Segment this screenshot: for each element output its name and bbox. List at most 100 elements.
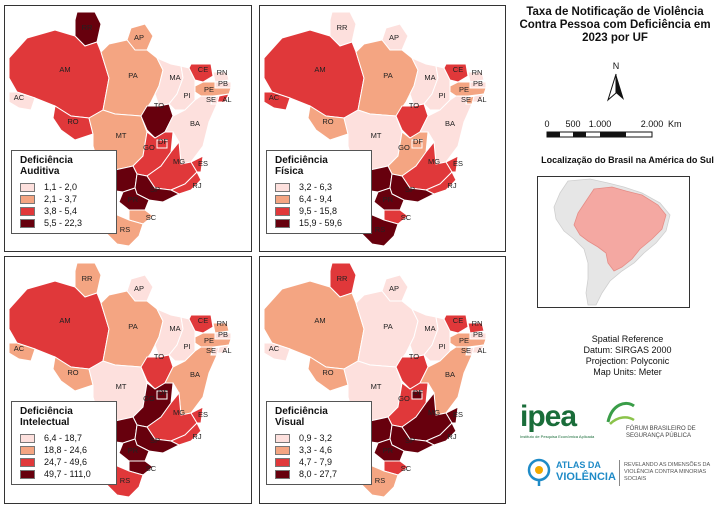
state-label-sc: SC (146, 213, 157, 222)
legend-item: 6,4 - 18,7 (20, 432, 110, 444)
state-label-es: ES (453, 410, 463, 419)
map-legend: Deficiência Visual 0,9 - 3,2 3,3 - 4,6 4,7 -… (266, 401, 372, 485)
state-label-es: ES (453, 159, 463, 168)
spatial-heading: Spatial Reference (591, 334, 664, 344)
legend-swatch (275, 469, 290, 479)
map-panel-visual: RR AP AM PA AC RO MT MA PI CE RN PB PE AL SE TO BA GO DF MG… (259, 256, 506, 504)
state-label-pr: PR (383, 446, 394, 455)
state-ba (419, 346, 473, 416)
legend-label: 5,5 - 22,3 (44, 218, 83, 228)
state-es (445, 406, 459, 424)
legend-item: 1,1 - 2,0 (20, 181, 110, 193)
state-label-pi: PI (438, 342, 445, 351)
state-label-sp: SP (150, 185, 160, 194)
state-label-am: AM (314, 316, 325, 325)
scale-tick-0: 0 (544, 119, 549, 129)
state-label-al: AL (222, 346, 231, 355)
state-label-se: SE (461, 95, 471, 104)
map-legend: Deficiência Intelectual 6,4 - 18,7 18,8 - 2… (11, 401, 117, 485)
legend-swatch (20, 445, 35, 455)
state-sc (128, 209, 154, 225)
state-label-mt: MT (116, 382, 127, 391)
state-label-ap: AP (389, 33, 399, 42)
state-label-rn: RN (217, 68, 228, 77)
map-panel-fisica: RR AP AM PA AC RO MT MA PI CE RN PB PE AL SE TO BA GO DF MG… (259, 5, 506, 252)
spatial-datum: Datum: SIRGAS 2000 (583, 345, 672, 355)
state-ac (8, 91, 36, 111)
map-title: Taxa de Notificação de Violência Contra … (519, 6, 711, 44)
state-label-rs: RS (375, 225, 385, 234)
state-label-pb: PB (473, 79, 483, 88)
ipea-logo-sub: Instituto de Pesquisa Econômica Aplicada (520, 434, 595, 439)
map-panel-auditiva: RR AP AM PA AC RO MT MA PI CE RN PB PE AL SE TO BA GO DF MG… (4, 5, 252, 252)
state-label-ap: AP (134, 284, 144, 293)
legend-label: 49,7 - 111,0 (44, 469, 91, 479)
scale-unit: Km (668, 119, 682, 129)
legend-item: 8,0 - 27,7 (275, 468, 365, 480)
state-label-ro: RO (67, 368, 78, 377)
state-label-al: AL (477, 95, 486, 104)
atlas-logo-line2: VIOLÊNCIA (556, 471, 616, 483)
state-label-sp: SP (405, 436, 415, 445)
legend-item: 0,9 - 3,2 (275, 432, 365, 444)
ipea-logo-word: ipea (520, 400, 577, 433)
state-label-sc: SC (401, 464, 412, 473)
state-label-rj: RJ (192, 181, 201, 190)
state-label-pe: PE (204, 85, 214, 94)
legend-item: 4,7 - 7,9 (275, 456, 365, 468)
legend-item: 24,7 - 49,6 (20, 456, 110, 468)
state-label-ce: CE (453, 316, 463, 325)
state-label-am: AM (314, 65, 325, 74)
legend-label: 24,7 - 49,6 (44, 457, 88, 467)
scale-tick-3: 2.000 (641, 119, 664, 129)
legend-title: Deficiência Visual (275, 406, 328, 428)
state-label-ma: MA (169, 73, 180, 82)
state-label-pe: PE (459, 336, 469, 345)
legend-label: 2,1 - 3,7 (44, 194, 78, 204)
state-label-pb: PB (218, 330, 228, 339)
state-label-es: ES (198, 159, 208, 168)
legend-label: 9,5 - 15,8 (299, 206, 338, 216)
brazil-shape (573, 186, 667, 272)
state-ba (164, 95, 218, 165)
state-label-ma: MA (169, 324, 180, 333)
state-label-se: SE (461, 346, 471, 355)
legend-swatch (20, 206, 35, 216)
state-es (445, 155, 459, 173)
legend-item: 6,4 - 9,4 (275, 193, 365, 205)
atlas-logo-tag: REVELANDO AS DIMENSÕES DA VIOLÊNCIA CONT… (624, 462, 710, 482)
state-label-pr: PR (383, 195, 394, 204)
legend-title: Deficiência Intelectual (20, 406, 73, 428)
legend-label: 6,4 - 9,4 (299, 194, 333, 204)
state-label-pe: PE (204, 336, 214, 345)
state-pe (194, 81, 232, 97)
atlas-divider (619, 460, 620, 486)
legend-item: 9,5 - 15,8 (275, 205, 365, 217)
legend-item: 3,3 - 4,6 (275, 444, 365, 456)
state-label-ac: AC (14, 93, 25, 102)
state-label-se: SE (206, 95, 216, 104)
state-label-to: TO (409, 101, 419, 110)
state-label-mg: MG (428, 157, 440, 166)
state-label-df: DF (158, 137, 168, 146)
forum-logo-icon (606, 401, 635, 425)
scale-tick-2: 1.000 (589, 119, 612, 129)
spatial-units: Map Units: Meter (593, 367, 662, 377)
state-label-rs: RS (120, 476, 130, 485)
state-label-mt: MT (116, 131, 127, 140)
state-label-sc: SC (401, 213, 412, 222)
legend-swatch (20, 218, 35, 228)
state-label-pa: PA (128, 322, 137, 331)
legend-label: 6,4 - 18,7 (44, 433, 83, 443)
state-label-df: DF (413, 137, 423, 146)
north-arrow-icon: N (607, 61, 624, 102)
state-label-pa: PA (128, 71, 137, 80)
state-label-se: SE (206, 346, 216, 355)
state-label-pi: PI (183, 342, 190, 351)
state-label-rn: RN (472, 68, 483, 77)
state-label-sp: SP (150, 436, 160, 445)
state-label-sp: SP (405, 185, 415, 194)
state-label-rn: RN (217, 319, 228, 328)
